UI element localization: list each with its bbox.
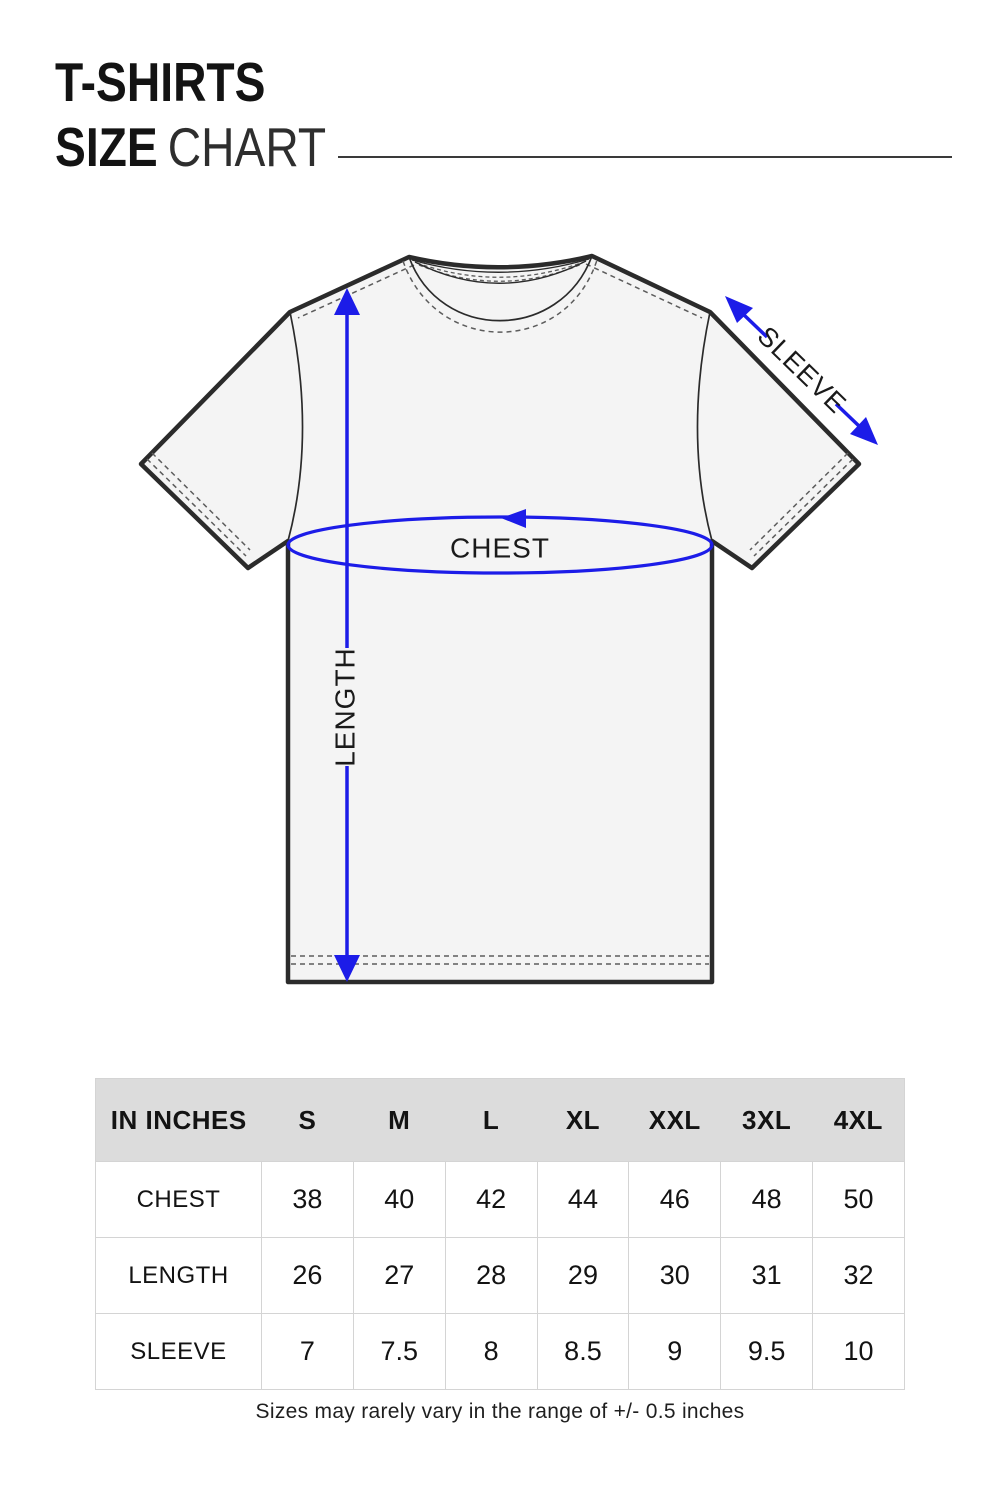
col-header-3xl: 3XL — [720, 1078, 813, 1162]
chest-label: CHEST — [450, 533, 550, 564]
length-4xl: 32 — [812, 1237, 905, 1314]
chest-l: 42 — [444, 1161, 538, 1238]
length-l: 28 — [444, 1237, 538, 1314]
right-shoulder-stitch — [585, 263, 703, 319]
col-header-xl: XL — [537, 1078, 629, 1162]
col-header-in-inches: IN INCHES — [95, 1078, 262, 1162]
col-header-l: L — [445, 1078, 538, 1162]
neckline-stitch — [402, 259, 598, 333]
front-neckline — [408, 255, 593, 322]
row-label-length: LENGTH — [95, 1237, 262, 1314]
title-line2: SIZE CHART — [55, 115, 326, 180]
chest-m: 40 — [352, 1161, 446, 1238]
length-3xl: 31 — [720, 1237, 814, 1314]
length-xl: 29 — [536, 1237, 630, 1314]
chest-s: 38 — [261, 1161, 354, 1238]
length-m: 27 — [352, 1237, 446, 1314]
col-header-4xl: 4XL — [812, 1078, 905, 1162]
left-shoulder-stitch — [297, 264, 415, 319]
length-label: LENGTH — [330, 647, 361, 767]
sleeve-3xl: 9.5 — [720, 1313, 814, 1390]
col-header-s: S — [261, 1078, 354, 1162]
title-underline-rule — [338, 156, 952, 158]
sleeve-xl: 8.5 — [536, 1313, 630, 1390]
chest-xxl: 46 — [628, 1161, 722, 1238]
collar-band-top — [411, 258, 590, 273]
collar-band-stitch-1 — [416, 261, 585, 278]
sleeve-xxl: 9 — [628, 1313, 722, 1390]
collar-band-bottom — [414, 260, 587, 284]
length-arrow — [334, 288, 360, 982]
sleeve-m: 7.5 — [352, 1313, 446, 1390]
row-label-chest: CHEST — [95, 1161, 262, 1238]
chest-ellipse — [286, 509, 714, 575]
table-row-sleeve: SLEEVE 7 7.5 8 8.5 9 9.5 10 — [95, 1313, 905, 1390]
size-variance-note: Sizes may rarely vary in the range of +/… — [255, 1400, 745, 1423]
chest-4xl: 50 — [812, 1161, 905, 1238]
sleeve-arrow — [725, 296, 878, 445]
left-armhole-seam — [287, 311, 304, 542]
table-row-length: LENGTH 26 27 28 29 30 31 32 — [95, 1237, 905, 1314]
length-s: 26 — [261, 1237, 354, 1314]
sleeve-l: 8 — [444, 1313, 538, 1390]
page-title: T-SHIRTS SIZE CHART — [55, 50, 378, 180]
right-armhole-seam — [696, 311, 713, 542]
right-cuff-stitch-2 — [749, 452, 849, 551]
size-table-header-row: IN INCHES S M L XL XXL 3XL 4XL — [95, 1078, 905, 1162]
title-line1: T-SHIRTS — [55, 51, 266, 113]
col-header-xxl: XXL — [628, 1078, 721, 1162]
title-size-word: SIZE — [55, 115, 158, 178]
sleeve-s: 7 — [261, 1313, 354, 1390]
chest-xl: 44 — [536, 1161, 630, 1238]
col-header-m: M — [353, 1078, 446, 1162]
chest-3xl: 48 — [720, 1161, 814, 1238]
title-chart-word: CHART — [167, 115, 327, 178]
tshirt-silhouette — [138, 253, 862, 985]
row-label-sleeve: SLEEVE — [95, 1313, 262, 1390]
left-cuff-stitch-2 — [151, 452, 251, 551]
sleeve-4xl: 10 — [812, 1313, 905, 1390]
length-xxl: 30 — [628, 1237, 722, 1314]
size-table: IN INCHES S M L XL XXL 3XL 4XL CHEST 38 … — [95, 1078, 905, 1390]
table-row-chest: CHEST 38 40 42 44 46 48 50 — [95, 1161, 905, 1238]
